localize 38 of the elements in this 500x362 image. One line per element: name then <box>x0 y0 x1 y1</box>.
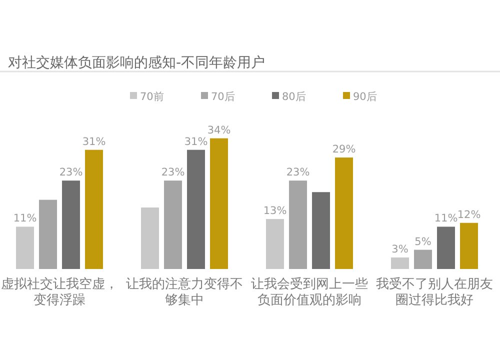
data-label: 12% <box>457 208 481 221</box>
legend-label: 90后 <box>353 90 378 103</box>
bar <box>187 150 205 269</box>
bar <box>210 138 228 269</box>
data-label: 31% <box>82 136 106 148</box>
data-label: 5% <box>414 236 432 248</box>
data-label: 13% <box>263 205 287 218</box>
bar <box>266 219 284 269</box>
data-label: 23% <box>59 166 83 179</box>
bar <box>85 150 103 269</box>
bar <box>335 158 353 269</box>
bar <box>460 222 478 269</box>
x-tick-label: 虚拟社交让我空虚，变得浮躁 <box>0 277 119 309</box>
bar <box>437 226 455 269</box>
legend-label: 70后 <box>211 90 236 103</box>
x-tick-label: 让我会受到网上一些负面价值观的影响 <box>250 277 369 309</box>
legend-label: 70前 <box>140 91 164 103</box>
bar <box>414 250 432 269</box>
data-label: 23% <box>286 166 310 179</box>
legend-label: 80后 <box>282 90 306 103</box>
bar <box>141 207 159 269</box>
data-label: 11% <box>13 212 37 225</box>
bar <box>312 192 330 269</box>
bar <box>164 180 182 269</box>
data-label: 23% <box>161 166 185 179</box>
data-label: 3% <box>392 243 408 256</box>
x-tick-label: 我受不了别人在朋友圈过得比我好 <box>375 277 494 309</box>
title: 对社交媒体负面影响的感知-不同年龄用户 <box>8 55 266 71</box>
bar <box>39 200 57 269</box>
x-tick-label: 让我的注意力变得不够集中 <box>125 277 244 309</box>
bar <box>16 226 34 269</box>
data-label: 11% <box>434 212 458 225</box>
bar <box>289 180 307 269</box>
data-label: 34% <box>207 124 231 136</box>
data-label: 31% <box>184 136 208 148</box>
bar <box>62 180 80 269</box>
bar <box>391 257 409 269</box>
data-label: 29% <box>332 144 356 156</box>
